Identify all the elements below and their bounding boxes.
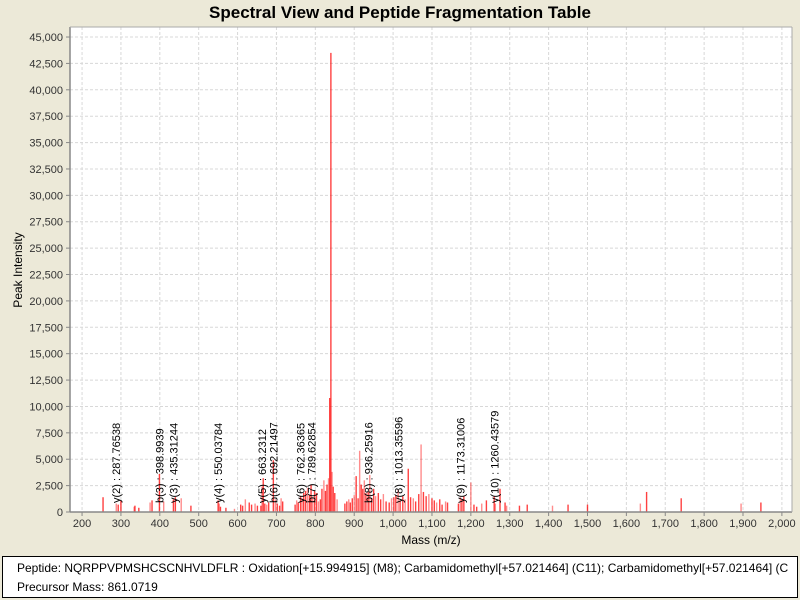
x-tick-label: 400 (151, 518, 169, 530)
x-tick-label: 1,900 (729, 518, 757, 530)
fragment-annotation: y(5) : 663.2312 (257, 429, 269, 503)
x-axis-label: Mass (m/z) (401, 533, 460, 547)
fragment-annotation: b(6) : 692.21497 (268, 422, 280, 503)
x-tick-label: 700 (267, 518, 285, 530)
y-tick-label: 7,500 (35, 428, 63, 440)
fragment-annotation: b(8) : 936.25916 (363, 422, 375, 503)
y-tick-label: 0 (57, 507, 63, 519)
x-tick-label: 2,000 (768, 518, 796, 530)
y-tick-label: 10,000 (29, 401, 63, 413)
x-tick-label: 600 (228, 518, 246, 530)
y-tick-label: 45,000 (29, 32, 63, 44)
x-tick-label: 800 (306, 518, 324, 530)
y-tick-label: 30,000 (29, 190, 63, 202)
peptide-sequence: Peptide: NQRPPVPMSHCSCNHVLDFLR : Oxidati… (17, 561, 789, 575)
x-tick-label: 1,000 (379, 518, 407, 530)
plot-area (70, 27, 792, 512)
peaks (102, 52, 762, 512)
y-tick-label: 22,500 (29, 270, 63, 282)
x-tick-label: 900 (345, 518, 363, 530)
axes (69, 26, 793, 513)
fragment-annotation: y(4) : 550.03784 (213, 423, 225, 503)
y-tick-label: 27,500 (29, 217, 63, 229)
y-tick-label: 37,500 (29, 111, 63, 123)
x-tick-label: 1,600 (613, 518, 641, 530)
x-tick-label: 1,500 (574, 518, 602, 530)
y-tick-label: 40,000 (29, 85, 63, 97)
fragment-annotation: y(9) : 1173.31006 (455, 418, 467, 503)
x-tick-label: 500 (190, 518, 208, 530)
x-tick-label: 300 (112, 518, 130, 530)
y-tick-label: 5,000 (35, 454, 63, 466)
fragment-annotation: b(3) : 398.9939 (154, 428, 166, 503)
x-tick-label: 1,100 (418, 518, 446, 530)
grid-lines (70, 27, 792, 512)
x-tick-label: 1,200 (457, 518, 485, 530)
x-tick-label: 1,300 (496, 518, 524, 530)
y-axis-label: Peak Intensity (11, 232, 25, 307)
y-tick-label: 15,000 (29, 349, 63, 361)
y-tick-label: 17,500 (29, 322, 63, 334)
chart-title: Spectral View and Peptide Fragmentation … (209, 3, 591, 22)
fragment-annotation: y(6) : 762.36365 (296, 423, 308, 503)
x-ticks: 200 300 400 500 600 700 800 900 1,000 1,100 1,200 1… (73, 512, 796, 530)
annotations: y(2) : 287.76538 b(3) : 398.9939 y(3) : 43… (111, 411, 501, 503)
y-tick-label: 25,000 (29, 243, 63, 255)
peptide-info-panel: Peptide: NQRPPVPMSHCSCNHVLDFLR : Oxidati… (2, 556, 798, 598)
spectrum-chart: y(2) : 287.76538 b(3) : 398.9939 y(3) : 43… (11, 26, 796, 547)
y-tick-label: 12,500 (29, 375, 63, 387)
fragment-annotation: y(3) : 435.31244 (169, 423, 181, 503)
x-tick-label: 1,700 (651, 518, 679, 530)
fragment-annotation: b(7) : 789.62854 (306, 422, 318, 503)
y-tick-label: 42,500 (29, 58, 63, 70)
y-tick-label: 20,000 (29, 296, 63, 308)
x-tick-label: 1,800 (690, 518, 718, 530)
precursor-mass: Precursor Mass: 861.0719 (17, 580, 158, 594)
x-tick-label: 200 (73, 518, 91, 530)
x-tick-label: 1,400 (535, 518, 563, 530)
y-tick-label: 35,000 (29, 138, 63, 150)
fragment-annotation: y(10) : 1260.43579 (489, 411, 501, 503)
fragment-annotation: y(2) : 287.76538 (111, 423, 123, 503)
y-ticks: 0 2,500 5,000 7,500 10,000 12,500 15,000 17,500… (29, 32, 70, 519)
y-tick-label: 2,500 (35, 481, 63, 493)
y-tick-label: 32,500 (29, 164, 63, 176)
fragment-annotation: y(8) : 1013.35596 (393, 417, 405, 503)
